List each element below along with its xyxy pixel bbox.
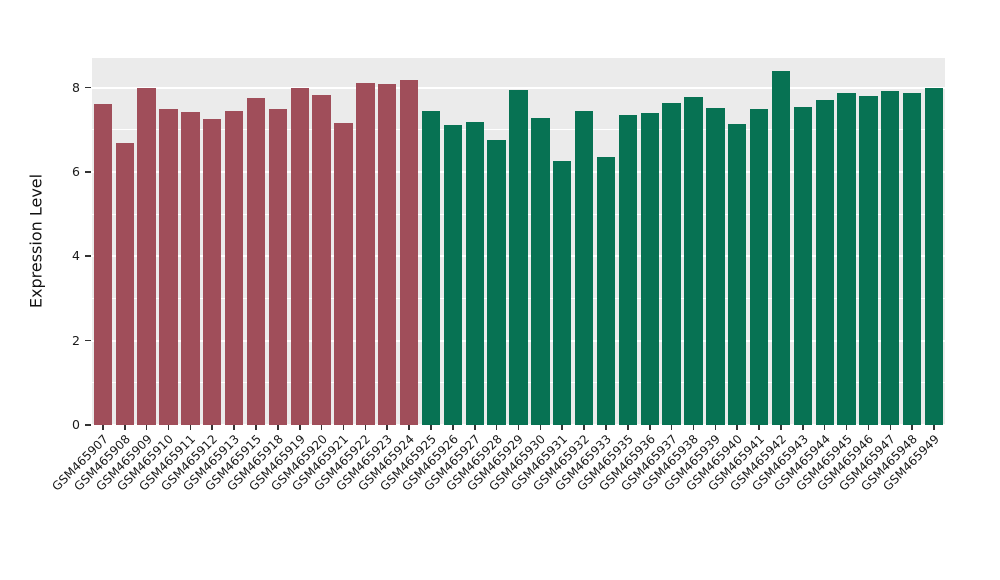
y-tick-mark	[85, 255, 91, 258]
x-tick-mark	[145, 425, 148, 430]
x-tick-mark	[780, 425, 782, 430]
bar-GSM465929	[509, 89, 528, 425]
major-gridline	[92, 86, 945, 89]
bar-GSM465947	[881, 90, 900, 425]
x-tick-mark	[867, 425, 870, 430]
bar-GSM465930	[531, 117, 550, 425]
plot-panel	[92, 58, 945, 426]
bar-GSM465932	[574, 111, 594, 425]
bar-GSM465923	[378, 84, 397, 425]
bar-GSM465935	[618, 115, 638, 425]
x-tick-mark	[692, 425, 695, 430]
x-tick-mark	[364, 425, 367, 430]
bar-GSM465911	[181, 112, 200, 425]
y-tick-label: 8	[72, 79, 80, 95]
y-tick-mark	[85, 339, 91, 342]
bar-GSM465938	[684, 96, 703, 425]
y-tick-mark	[85, 171, 91, 173]
y-tick-mark	[85, 86, 91, 89]
x-tick-mark	[495, 425, 498, 430]
bar-GSM465918	[268, 108, 288, 425]
x-tick-mark	[802, 425, 804, 430]
x-tick-mark	[386, 425, 389, 430]
x-tick-mark	[452, 425, 454, 430]
bar-GSM465922	[356, 83, 375, 425]
x-tick-mark	[342, 425, 345, 430]
bar-GSM465909	[137, 88, 156, 425]
bar-GSM465943	[793, 106, 812, 425]
y-tick-label: 2	[72, 332, 80, 348]
bar-GSM465915	[246, 98, 266, 425]
bar-GSM465949	[924, 88, 944, 425]
x-tick-mark	[124, 425, 126, 430]
bar-GSM465944	[815, 100, 834, 425]
x-tick-mark	[561, 425, 564, 430]
x-tick-mark	[320, 425, 323, 430]
x-tick-mark	[408, 425, 410, 430]
y-tick-label: 0	[72, 417, 80, 432]
x-tick-mark	[102, 425, 104, 430]
bar-GSM465910	[159, 109, 178, 425]
bar-GSM465940	[728, 123, 747, 425]
y-tick-label: 4	[72, 248, 80, 264]
bar-GSM465946	[859, 95, 878, 425]
x-tick-mark	[648, 425, 651, 430]
bar-GSM465919	[290, 88, 309, 425]
x-tick-mark	[473, 425, 476, 430]
x-tick-mark	[277, 425, 279, 430]
bar-GSM465948	[903, 92, 922, 425]
x-tick-mark	[889, 425, 892, 430]
bar-GSM465942	[771, 70, 791, 425]
bar-GSM465945	[837, 93, 856, 425]
bar-GSM465941	[749, 108, 769, 425]
bar-GSM465928	[487, 140, 506, 425]
x-tick-mark	[758, 425, 760, 430]
x-tick-mark	[430, 425, 432, 430]
x-tick-mark	[583, 425, 585, 430]
x-tick-mark	[211, 425, 214, 430]
x-tick-mark	[605, 425, 607, 430]
x-tick-mark	[627, 425, 629, 430]
bar-GSM465931	[553, 161, 572, 425]
bar-GSM465924	[399, 79, 419, 425]
x-tick-mark	[189, 425, 192, 430]
x-tick-mark	[823, 425, 826, 430]
bar-GSM465937	[662, 102, 681, 425]
x-tick-mark	[167, 425, 170, 430]
y-tick-mark	[85, 424, 91, 426]
bar-GSM465908	[115, 143, 134, 425]
bar-GSM465907	[93, 103, 113, 425]
x-tick-mark	[517, 425, 520, 430]
bar-GSM465933	[596, 156, 616, 425]
bar-GSM465925	[421, 110, 441, 425]
bar-GSM465912	[203, 119, 222, 425]
x-tick-mark	[845, 425, 848, 430]
x-tick-mark	[670, 425, 673, 430]
x-tick-mark	[539, 425, 542, 430]
x-tick-mark	[911, 425, 913, 430]
x-tick-mark	[933, 425, 935, 430]
y-axis-title: Expression Level	[26, 173, 46, 309]
bar-GSM465913	[224, 110, 244, 425]
x-tick-mark	[714, 425, 717, 430]
bar-GSM465927	[465, 122, 484, 425]
x-tick-mark	[736, 425, 738, 430]
bar-GSM465936	[640, 112, 659, 425]
bar-GSM465921	[334, 123, 353, 425]
bar-GSM465920	[312, 95, 331, 425]
x-tick-mark	[298, 425, 301, 430]
y-tick-label: 6	[72, 163, 80, 179]
x-tick-mark	[255, 425, 257, 430]
x-tick-mark	[233, 425, 235, 430]
bar-GSM465926	[443, 124, 463, 425]
bar-GSM465939	[706, 107, 725, 425]
